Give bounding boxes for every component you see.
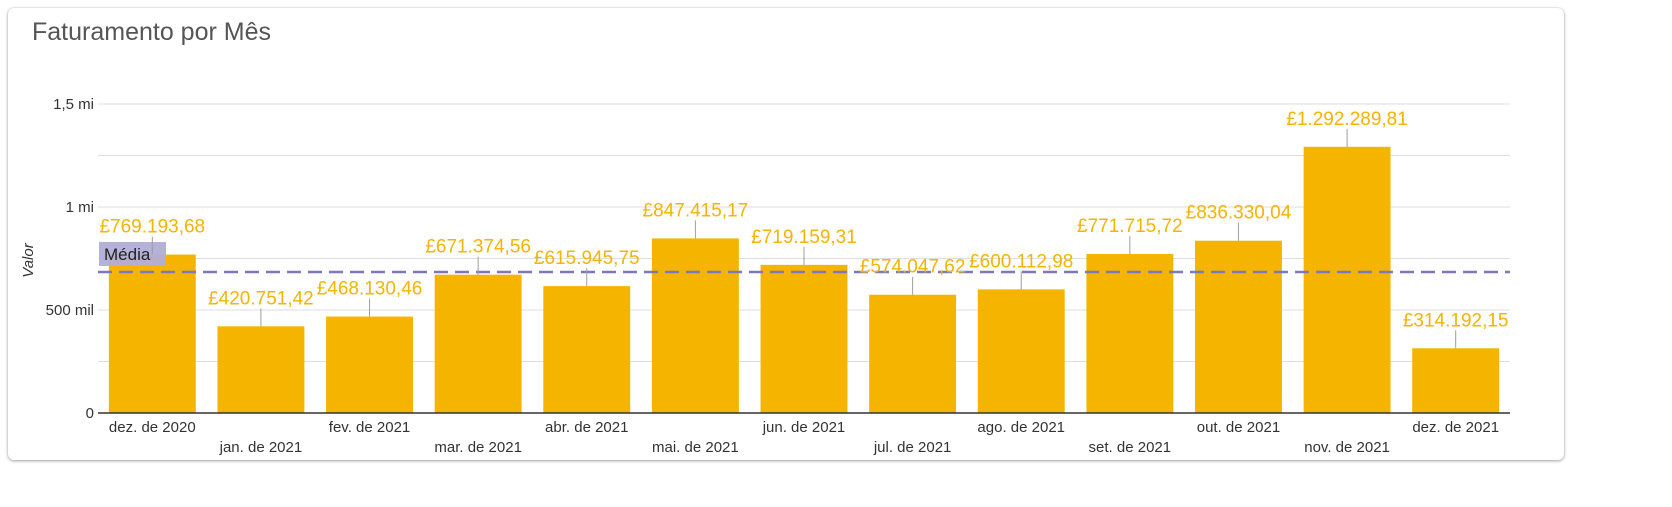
average-line: Média	[98, 241, 1510, 274]
x-tick-label: jul. de 2021	[873, 439, 952, 456]
data-label: £615.945,75	[534, 248, 640, 269]
data-label: £671.374,56	[425, 237, 531, 258]
x-tick-label: fev. de 2021	[329, 419, 410, 436]
data-label: £314.192,15	[1403, 310, 1509, 331]
data-label: £468.130,46	[317, 279, 423, 300]
data-label: £574.047,62	[860, 257, 966, 278]
bars	[108, 146, 1500, 413]
x-tick-label: out. de 2021	[1197, 419, 1280, 436]
bar	[108, 254, 196, 413]
bar	[326, 316, 413, 413]
average-label: Média	[104, 245, 151, 264]
bar	[1086, 254, 1174, 413]
data-label: £719.159,31	[751, 227, 857, 248]
data-labels: £769.193,68 £420.751,42 £468.130,46£671.37…	[99, 109, 1509, 349]
x-tick-label: jun. de 2021	[762, 419, 846, 436]
bar	[1195, 240, 1282, 413]
y-axis-label: Valor	[20, 242, 37, 277]
x-tick-label: mai. de 2021	[652, 439, 739, 456]
x-tick-label: ago. de 2021	[977, 419, 1065, 436]
x-tick-label: dez. de 2020	[109, 419, 196, 436]
bar	[543, 286, 631, 413]
average-label-bg	[99, 241, 166, 266]
x-tick-label: jan. de 2021	[219, 439, 303, 456]
bar	[434, 274, 522, 413]
y-tick-label: 0	[86, 405, 94, 422]
bar	[1303, 146, 1391, 413]
bar	[1412, 348, 1500, 413]
x-tick-label: set. de 2021	[1089, 439, 1172, 456]
data-label: £771.715,72	[1077, 216, 1183, 237]
y-tick-label: 1,5 mi	[53, 96, 94, 113]
data-label: £600.112,98	[969, 251, 1073, 272]
bar	[977, 289, 1065, 413]
x-tick-label: dez. de 2021	[1412, 419, 1499, 436]
x-tick-label: nov. de 2021	[1304, 439, 1390, 456]
data-label: £836.330,04	[1186, 203, 1292, 224]
y-tick-label: 1 mi	[66, 199, 94, 216]
bar	[217, 326, 305, 413]
data-label: £847.415,17	[643, 200, 749, 221]
bar	[760, 264, 848, 413]
bar	[651, 238, 739, 413]
x-tick-label: mar. de 2021	[434, 439, 522, 456]
data-label: £1.292.289,81	[1286, 109, 1408, 130]
axes: 0 500 mil 1 mi 1,5 mi Valor dez. de 2020 jan. …	[20, 96, 1510, 456]
data-label: £769.193,68	[99, 217, 205, 238]
chart-title: Faturamento por Mês	[32, 18, 271, 46]
bar	[869, 294, 957, 413]
data-label: £420.751,42	[208, 288, 314, 309]
x-tick-label: abr. de 2021	[545, 419, 628, 436]
y-tick-label: 500 mil	[46, 302, 94, 319]
